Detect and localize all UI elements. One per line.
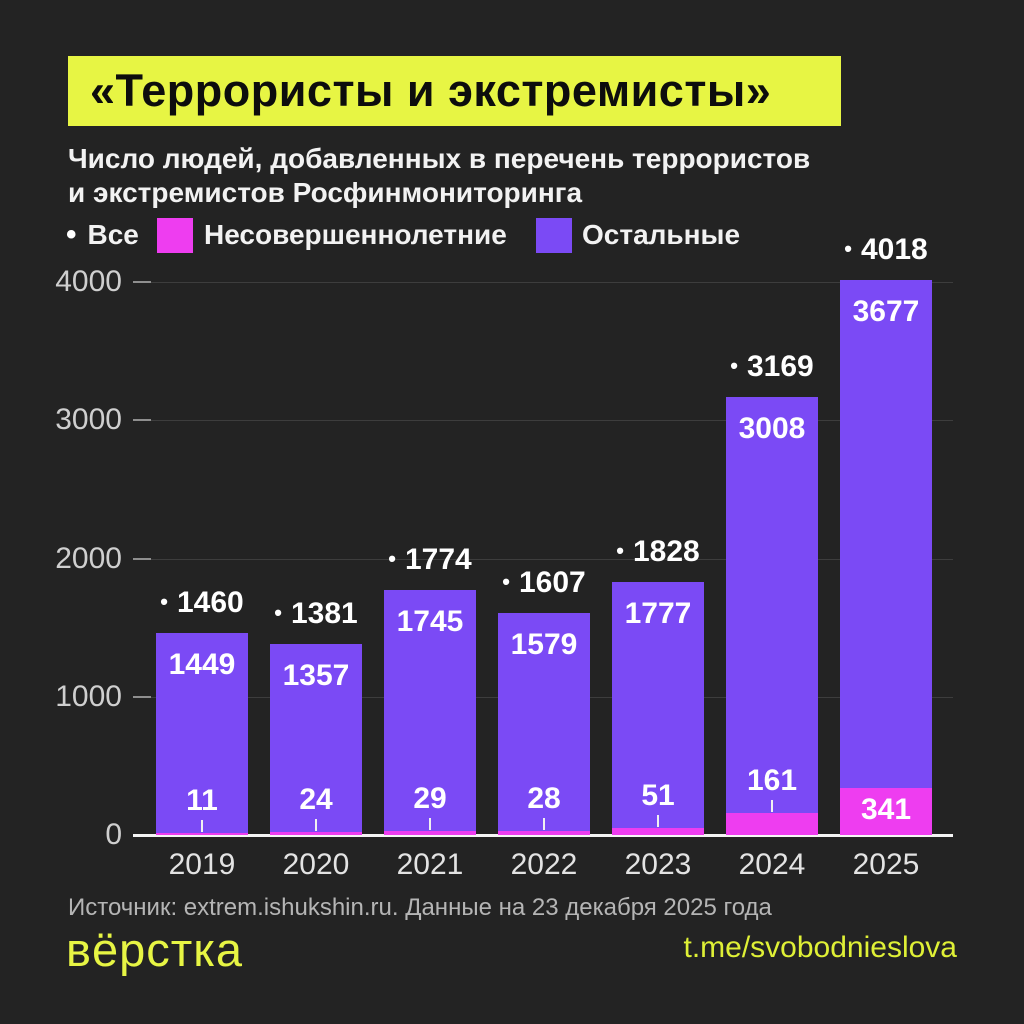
total-value-2024: 3169 xyxy=(746,349,814,383)
gridline-3000 xyxy=(133,420,953,422)
legend-swatch-minors xyxy=(157,218,193,253)
label-total-2020: • 1381 xyxy=(236,597,396,630)
page-title: «Террористы и экстремисты» xyxy=(90,65,772,116)
x-axis-label-2020: 2020 xyxy=(282,848,350,881)
y-tick-4000 xyxy=(133,281,151,283)
total-dot-2023: • xyxy=(616,538,624,564)
legend-label-others: Остальные xyxy=(582,219,741,250)
total-value-2021: 1774 xyxy=(404,542,472,576)
telegram-link[interactable]: t.me/svobodnieslova xyxy=(683,931,958,964)
bar-others-2022 xyxy=(498,612,590,832)
label-minors-2019: 11 xyxy=(186,784,218,817)
chart-subtitle-line1: Число людей, добавленных в перечень терр… xyxy=(68,143,811,174)
leader-minors-2020 xyxy=(315,818,317,831)
bar-minors-2022 xyxy=(498,831,590,835)
x-axis-label-2025: 2025 xyxy=(852,848,920,881)
bar-others-2025 xyxy=(840,279,932,788)
total-dot-2025: • xyxy=(844,235,852,261)
x-axis-label-2019: 2019 xyxy=(168,848,236,881)
total-value-2022: 1607 xyxy=(518,565,586,599)
bar-minors-2020 xyxy=(270,831,362,835)
x-axis-baseline xyxy=(133,834,953,837)
bar-minors-2025 xyxy=(840,787,932,835)
total-value-2023: 1828 xyxy=(632,535,700,569)
bar-others-2021 xyxy=(384,589,476,831)
gridline-4000 xyxy=(133,282,953,283)
x-axis-label-2023: 2023 xyxy=(624,848,692,881)
leader-minors-2024 xyxy=(771,799,773,812)
label-total-2022: • 1607 xyxy=(464,566,624,599)
label-others-2023: 1777 xyxy=(624,597,692,631)
leader-minors-2021 xyxy=(429,817,431,830)
y-axis-label-2000: 2000 xyxy=(55,541,122,575)
label-others-2021: 1745 xyxy=(396,604,464,638)
y-tick-1000 xyxy=(133,695,151,698)
legend-item-all: • Все xyxy=(66,217,139,253)
label-total-2023: • 1828 xyxy=(578,535,738,568)
label-total-2024: • 3169 xyxy=(692,350,852,383)
chart-subtitle-line2: и экстремистов Росфинмониторинга xyxy=(68,177,583,208)
label-total-2025: • 4018 xyxy=(806,233,966,266)
total-dot-2021: • xyxy=(388,545,396,571)
source-note: Источник: extrem.ishukshin.ru. Данные на… xyxy=(68,894,772,921)
label-others-2019: 1449 xyxy=(168,648,236,682)
total-dot-2019: • xyxy=(160,589,168,615)
legend-swatch-others xyxy=(536,218,572,253)
total-dot-2024: • xyxy=(730,352,738,378)
total-dot-2022: • xyxy=(502,568,510,594)
y-axis-label-3000: 3000 xyxy=(55,403,122,437)
label-minors-2023: 51 xyxy=(641,778,675,812)
x-axis-label-2022: 2022 xyxy=(510,848,578,881)
x-axis-label-2024: 2024 xyxy=(738,848,806,881)
label-minors-2022: 28 xyxy=(527,782,561,816)
verstka-logo: вёрстка xyxy=(66,923,244,976)
label-others-2020: 1357 xyxy=(282,659,350,693)
total-dot-marker: • xyxy=(66,218,77,251)
bar-others-2020 xyxy=(270,644,362,832)
total-value-2025: 4018 xyxy=(860,232,928,266)
label-others-2024: 3008 xyxy=(738,411,806,445)
total-value-2019: 1460 xyxy=(176,586,244,620)
leader-minors-2019 xyxy=(201,820,203,832)
bar-others-2024 xyxy=(726,396,818,813)
bar-minors-2023 xyxy=(612,827,704,835)
bar-minors-2021 xyxy=(384,830,476,835)
label-minors-2024: 161 xyxy=(746,763,798,797)
leader-minors-2022 xyxy=(543,818,545,831)
legend-label-minors: Несовершеннолетние xyxy=(204,219,507,250)
title-banner: «Террористы и экстремисты» xyxy=(68,56,841,126)
y-axis-label-0: 0 xyxy=(105,818,122,851)
label-minors-2020: 24 xyxy=(299,782,333,816)
bar-others-2019 xyxy=(156,633,248,833)
bar-others-2023 xyxy=(612,582,704,828)
label-minors-2021: 29 xyxy=(413,781,447,815)
gridline-2000 xyxy=(133,558,953,560)
y-tick-3000 xyxy=(133,419,151,422)
y-tick-2000 xyxy=(133,557,151,560)
y-axis-label-1000: 1000 xyxy=(55,679,122,713)
x-axis-label-2021: 2021 xyxy=(396,848,464,881)
label-others-2022: 1579 xyxy=(510,627,578,661)
label-total-2021: • 1774 xyxy=(350,543,510,576)
label-others-2025: 3677 xyxy=(852,294,920,328)
total-value-2020: 1381 xyxy=(290,597,358,631)
total-dot-2020: • xyxy=(274,600,282,626)
leader-minors-2023 xyxy=(657,814,659,827)
label-total-2019: • 1460 xyxy=(122,586,282,619)
label-minors-2025: 341 xyxy=(860,793,912,827)
bar-minors-2019 xyxy=(156,833,248,835)
legend-label-all: Все xyxy=(87,219,139,250)
bar-minors-2024 xyxy=(726,812,818,835)
y-axis-label-4000: 4000 xyxy=(55,265,122,298)
